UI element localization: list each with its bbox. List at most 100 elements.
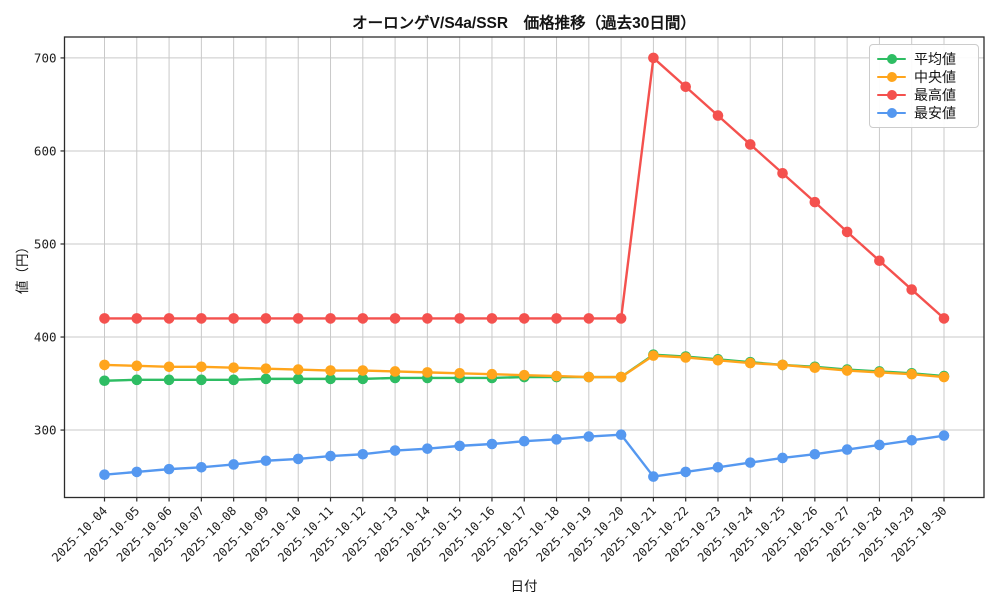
data-point-最高値 (777, 167, 788, 179)
y-tick-label: 700 (34, 50, 57, 65)
data-point-最安値 (938, 430, 950, 441)
data-point-最安値 (131, 466, 143, 478)
data-point-最安値 (518, 435, 530, 447)
data-point-平均値 (292, 373, 304, 385)
data-point-最高値 (680, 81, 691, 93)
data-point-最安値 (809, 448, 821, 460)
data-point-最安値 (486, 438, 498, 450)
data-point-最安値 (744, 457, 756, 468)
legend-marker-max-icon (877, 89, 906, 101)
data-point-最高値 (712, 110, 724, 121)
y-tick-label: 400 (34, 329, 57, 344)
data-point-中央値 (777, 359, 788, 371)
legend-item-average: 平均値 (877, 50, 971, 68)
data-point-最安値 (99, 469, 110, 481)
data-point-中央値 (518, 369, 530, 381)
data-point-最安値 (777, 452, 788, 464)
legend-item-median: 中央値 (877, 68, 971, 86)
data-point-最高値 (874, 255, 885, 267)
data-point-最安値 (648, 471, 659, 482)
data-point-最安値 (422, 443, 433, 454)
data-point-最安値 (228, 459, 239, 470)
data-point-平均値 (357, 373, 369, 385)
data-point-平均値 (260, 373, 272, 385)
data-point-最高値 (228, 313, 239, 324)
data-point-最安値 (680, 466, 691, 478)
data-point-中央値 (454, 368, 465, 379)
data-point-最高値 (841, 226, 853, 238)
data-point-最高値 (357, 313, 369, 324)
data-point-平均値 (196, 374, 207, 386)
chart-title: オーロンゲV/S4a/SSR 価格推移（過去30日間） (352, 15, 696, 32)
data-point-最安値 (841, 444, 853, 455)
data-point-最高値 (260, 313, 272, 324)
data-point-最高値 (422, 313, 433, 324)
data-point-最高値 (809, 196, 821, 208)
data-point-最高値 (615, 313, 627, 324)
data-point-中央値 (906, 368, 918, 380)
data-point-最高値 (454, 313, 465, 324)
data-point-最安値 (615, 429, 627, 441)
data-point-平均値 (163, 374, 175, 386)
legend-label-median: 中央値 (914, 69, 956, 85)
data-point-中央値 (809, 362, 821, 374)
legend-label-min: 最安値 (914, 105, 956, 121)
data-point-最安値 (163, 463, 175, 475)
data-point-最安値 (260, 455, 272, 467)
data-point-最高値 (648, 52, 659, 64)
data-point-中央値 (648, 350, 659, 361)
data-point-中央値 (744, 357, 756, 369)
data-point-最高値 (389, 313, 401, 324)
legend-item-max: 最高値 (877, 86, 971, 104)
data-point-中央値 (325, 365, 336, 376)
data-point-中央値 (938, 371, 950, 383)
data-point-最高値 (486, 313, 498, 324)
data-point-最高値 (551, 313, 562, 324)
data-point-中央値 (615, 371, 627, 383)
data-point-最高値 (292, 313, 304, 324)
legend-label-max: 最高値 (914, 87, 956, 103)
data-point-中央値 (163, 361, 175, 373)
data-point-中央値 (583, 371, 595, 383)
legend-label-average: 平均値 (914, 51, 956, 67)
legend: 平均値 中央値 最高値 最安値 (869, 44, 979, 128)
data-point-最安値 (906, 434, 918, 446)
data-point-最安値 (292, 453, 304, 465)
data-point-平均値 (131, 374, 143, 386)
data-point-最安値 (196, 461, 207, 473)
data-point-中央値 (260, 363, 272, 374)
data-point-最安値 (551, 434, 562, 445)
data-point-中央値 (196, 361, 207, 373)
legend-item-min: 最安値 (877, 104, 971, 122)
data-point-最安値 (325, 450, 336, 462)
data-point-最高値 (99, 313, 110, 324)
data-point-中央値 (131, 360, 143, 372)
data-point-中央値 (841, 365, 853, 376)
data-point-最安値 (712, 461, 724, 473)
data-point-最高値 (744, 139, 756, 150)
legend-marker-average-icon (877, 53, 906, 65)
data-point-平均値 (228, 374, 239, 386)
y-tick-label: 500 (34, 236, 57, 251)
y-tick-label: 600 (34, 143, 57, 158)
data-point-中央値 (228, 362, 239, 374)
data-point-最安値 (874, 439, 885, 451)
data-point-平均値 (325, 373, 336, 385)
x-axis-label: 日付 (510, 579, 538, 594)
data-point-最高値 (163, 313, 175, 324)
y-axis-label: 値（円） (15, 240, 30, 294)
y-tick-label: 300 (34, 422, 57, 437)
data-point-中央値 (874, 367, 885, 378)
data-point-中央値 (292, 364, 304, 375)
data-point-中央値 (486, 368, 498, 380)
data-point-最高値 (518, 313, 530, 324)
data-point-最高値 (325, 313, 336, 324)
legend-marker-min-icon (877, 107, 906, 119)
data-point-最高値 (906, 284, 918, 295)
data-point-中央値 (422, 367, 433, 378)
data-point-最安値 (583, 431, 595, 442)
data-point-中央値 (712, 354, 724, 366)
data-point-最安値 (389, 445, 401, 456)
